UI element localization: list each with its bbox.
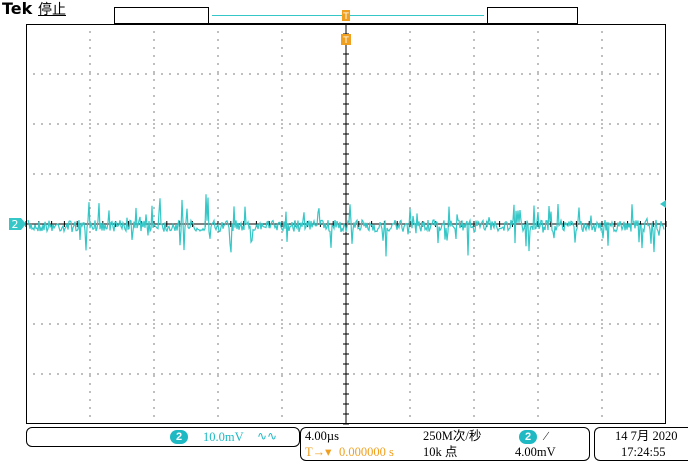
clock-panel: 14 7月 2020 17:24:55 [594,427,688,461]
timebase-panel[interactable]: 4.00µs T→▾ 0.000000 s 250M次/秒 10k 点 2 ∕ … [300,427,590,461]
brand-logo: Tek [2,0,33,18]
trigger-level-marker[interactable] [660,200,666,208]
bandwidth-limit-icon: ∿∿ [257,429,278,443]
rising-edge-icon: ∕ [545,429,548,443]
ch2-ground-marker[interactable]: 2 [9,218,26,231]
horizontal-delay: 0.000000 s [339,445,394,459]
sample-rate: 250M次/秒 [423,429,482,443]
ch2-vertical-scale: 10.0mV [203,430,244,444]
svg-text:T: T [342,12,349,22]
channel-readout-panel[interactable]: 2 10.0mV ∿∿ [26,427,300,447]
ch2-badge: 2 [170,430,188,444]
acquisition-status: 停止 [38,2,66,18]
trigger-delay-icon: T→▾ [305,445,332,459]
trigger-source-badge: 2 [519,430,537,444]
trigger-position-marker[interactable]: T T [341,10,351,46]
horizontal-scale: 4.00µs [305,429,339,443]
trigger-level: 4.00mV [515,445,556,459]
ch2-marker-label: 2 [12,218,19,231]
time: 17:24:55 [621,445,666,459]
ch2-waveform [27,194,665,257]
trigger-position-label: T [342,36,349,46]
record-length: 10k 点 [423,445,458,459]
date: 14 7月 2020 [615,429,678,443]
